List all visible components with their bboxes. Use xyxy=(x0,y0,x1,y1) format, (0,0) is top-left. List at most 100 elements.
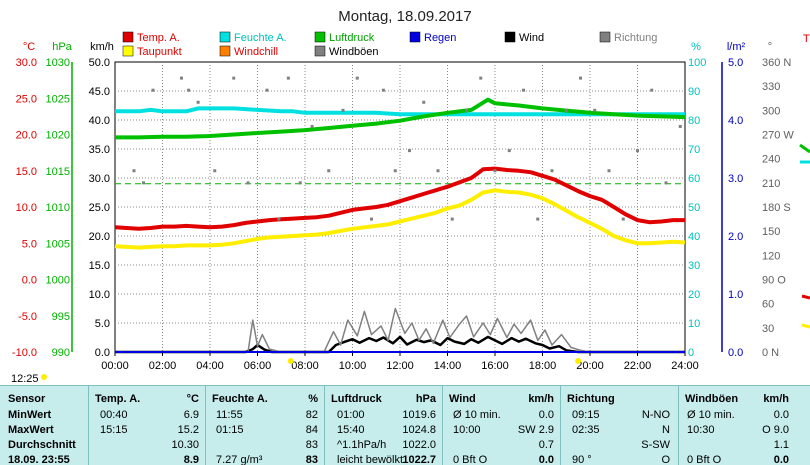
richtung-point xyxy=(450,217,454,221)
temp-tick-label: -5.0 xyxy=(18,311,37,323)
table-divider xyxy=(324,386,325,465)
dir-tick-label: 330 xyxy=(762,81,780,93)
table-cell: 0.7 xyxy=(538,439,554,451)
richtung-point xyxy=(664,181,668,185)
dir-tick-label: 210 xyxy=(762,178,780,190)
legend-swatch xyxy=(122,45,134,57)
table-divider xyxy=(88,386,89,465)
richtung-point xyxy=(507,149,511,153)
temp-tick-label: 25.0 xyxy=(16,93,37,105)
wind-tick-label: 0.0 xyxy=(95,347,110,359)
right-strip-label: T xyxy=(803,33,810,45)
legend-swatch xyxy=(314,45,326,57)
table-cell: 0 Bft O xyxy=(453,454,488,465)
temp-tick-label: 20.0 xyxy=(16,130,37,142)
richtung-point xyxy=(564,108,568,112)
table-header: Windböen xyxy=(685,393,739,405)
richtung-point xyxy=(593,108,597,112)
temp-tick-label: 5.0 xyxy=(22,238,37,250)
dir-tick-label: 360 N xyxy=(762,57,791,69)
legend-label: Wind xyxy=(519,32,544,44)
hum-tick-label: 70 xyxy=(688,144,700,156)
press-tick-label: 1020 xyxy=(46,130,70,142)
richtung-point xyxy=(465,108,468,112)
wind-tick-label: 40.0 xyxy=(89,115,110,127)
chart-legend: Temp. A. Feuchte A. Luftdruck Regen Wind Rich… xyxy=(122,31,657,58)
sunrise-marker xyxy=(287,358,294,364)
temp-tick-label: 10.0 xyxy=(16,202,37,214)
dir-unit-label: ° xyxy=(768,41,772,53)
rain-tick-label: 3.0 xyxy=(728,173,743,185)
x-tick-label: 12:00 xyxy=(386,360,414,372)
dir-tick-label: 180 S xyxy=(762,202,791,214)
richtung-point xyxy=(232,76,236,80)
table-cell: 0 Bft O xyxy=(687,454,722,465)
table-cell: 11:55 xyxy=(216,409,243,421)
richtung-point xyxy=(327,169,331,173)
legend-label: Temp. A. xyxy=(137,32,180,44)
temp-unit-label: °C xyxy=(23,41,35,53)
table-header: Wind xyxy=(449,393,476,405)
richtung-point xyxy=(408,149,411,153)
richtung-point xyxy=(536,217,540,221)
richtung-point xyxy=(246,181,250,185)
taupunkt-series-line xyxy=(114,188,686,250)
press-tick-label: 1010 xyxy=(46,202,70,214)
strip-temp-line xyxy=(801,294,810,300)
richtung-point xyxy=(187,88,191,92)
x-tick-label: 20:00 xyxy=(576,360,604,372)
hum-tick-label: 100 xyxy=(688,57,706,69)
rain-unit-label: l/m² xyxy=(727,41,746,53)
press-tick-label: 990 xyxy=(52,347,70,359)
legend-label: Luftdruck xyxy=(329,32,375,44)
table-cell: 1022.0 xyxy=(402,439,436,451)
table-cell: SW 2.9 xyxy=(517,424,554,436)
x-tick-label: 18:00 xyxy=(529,360,557,372)
table-cell: 1.1 xyxy=(773,439,789,451)
table-header: km/h xyxy=(763,393,789,405)
rain-tick-label: 4.0 xyxy=(728,115,743,127)
table-header: Richtung xyxy=(567,393,615,405)
x-tick-label: 02:00 xyxy=(149,360,177,372)
richtung-point xyxy=(142,181,145,185)
table-cell: 82 xyxy=(305,409,318,421)
table-header: Luftdruck xyxy=(331,393,382,405)
wind-tick-label: 50.0 xyxy=(89,57,110,69)
statistics-table: Sensor Temp. A. °C Feuchte A.% Luftdruck hPa W… xyxy=(0,385,810,465)
legend-label: Windböen xyxy=(329,46,379,58)
table-cell: 0.0 xyxy=(538,454,554,465)
richtung-point xyxy=(436,169,440,173)
dir-tick-label: 150 xyxy=(762,226,780,238)
table-cell: 10:30 xyxy=(687,424,715,436)
feuchte-a-series-line xyxy=(115,106,685,117)
rain-tick-label: 2.0 xyxy=(728,231,743,243)
wind-tick-label: 20.0 xyxy=(89,231,110,243)
richtung-point xyxy=(196,100,200,104)
x-tick-label: 14:00 xyxy=(434,360,462,372)
table-cell: 1024.8 xyxy=(402,424,436,436)
chart-grid xyxy=(114,61,686,353)
table-cell: 83 xyxy=(305,439,318,451)
x-tick-label: 08:00 xyxy=(291,360,319,372)
richtung-point xyxy=(265,88,269,92)
richtung-point xyxy=(298,181,302,185)
table-cell: 0.0 xyxy=(773,454,789,465)
table-cell: 15:15 xyxy=(100,424,128,436)
legend-label: Windchill xyxy=(234,46,278,58)
table-cell: 84 xyxy=(305,424,318,436)
wind-tick-label: 15.0 xyxy=(89,260,110,272)
sunset-marker xyxy=(575,358,582,364)
richtung-point xyxy=(277,217,281,221)
wind-tick-label: 10.0 xyxy=(89,289,110,301)
richtung-point xyxy=(650,88,654,92)
legend-swatch xyxy=(219,45,231,57)
x-tick-label: 00:00 xyxy=(101,360,129,372)
dir-tick-label: 0 N xyxy=(762,347,779,359)
temp-tick-label: 15.0 xyxy=(16,166,37,178)
table-row-label: MinWert xyxy=(8,409,52,421)
table-cell: 01:15 xyxy=(216,424,244,436)
table-cell: 15.2 xyxy=(177,424,199,436)
table-cell: 0.0 xyxy=(773,409,789,421)
richtung-point xyxy=(607,169,611,173)
legend-swatch xyxy=(219,31,231,43)
